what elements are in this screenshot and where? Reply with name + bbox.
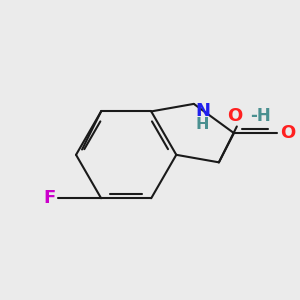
Text: N: N [196,102,211,120]
Text: O: O [227,106,242,124]
Text: -H: -H [250,106,271,124]
Text: H: H [196,117,209,132]
Text: F: F [44,189,56,207]
Text: O: O [280,124,296,142]
